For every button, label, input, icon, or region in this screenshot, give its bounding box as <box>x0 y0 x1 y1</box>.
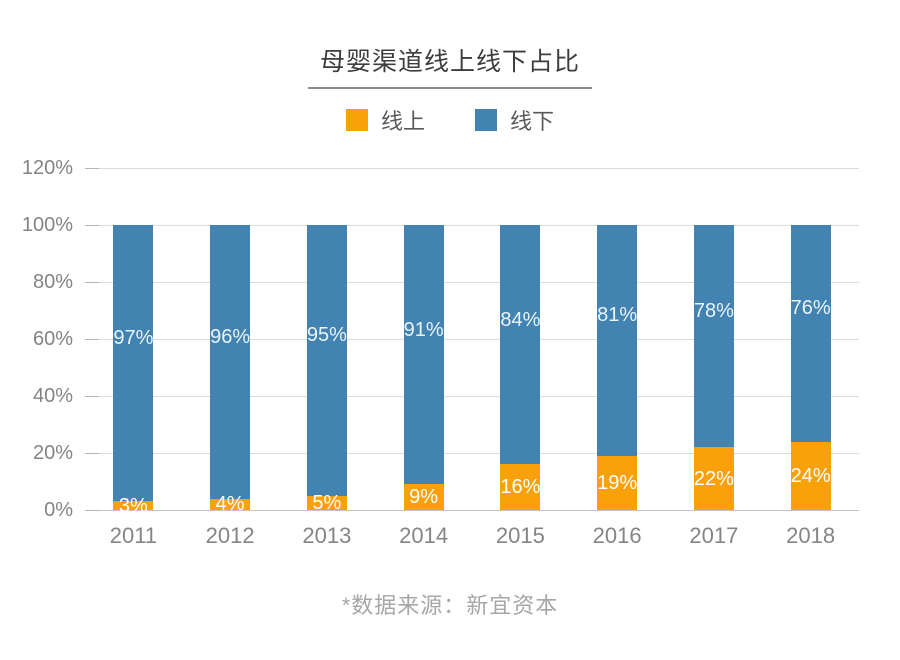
bar-segment-online <box>597 455 638 510</box>
bar-label-offline: 76% <box>790 297 831 320</box>
x-axis-label: 2011 <box>109 523 158 548</box>
legend-item: 线下 <box>475 104 554 136</box>
title-wrap: 母婴渠道线上线下占比 <box>0 42 900 89</box>
y-axis-tick <box>85 452 99 454</box>
y-axis-tick <box>85 338 99 340</box>
bar-segment-online <box>306 495 347 510</box>
bar-segment-online <box>790 441 831 510</box>
legend-swatch-icon <box>345 109 368 131</box>
y-axis-tick <box>85 167 99 169</box>
y-axis-label: 0% <box>44 499 73 521</box>
bar-segment-offline <box>210 225 251 499</box>
bar-segment-offline <box>790 225 831 442</box>
bar-label-offline: 84% <box>500 308 541 331</box>
gridline <box>85 281 859 283</box>
x-axis-label: 2014 <box>399 523 449 548</box>
bar-segment-online <box>693 447 734 510</box>
bar-segment-offline <box>403 225 444 485</box>
legend-label: 线上 <box>380 109 425 134</box>
gridline <box>85 509 859 511</box>
gridline <box>85 167 859 169</box>
bar-segment-online <box>500 464 541 510</box>
bar-segment-online <box>210 498 251 510</box>
y-axis-tick <box>85 509 99 511</box>
y-axis-label: 40% <box>32 385 73 407</box>
bar-label-online: 19% <box>597 471 638 494</box>
x-axis-label: 2015 <box>495 523 545 548</box>
bar-label-online: 9% <box>409 486 439 509</box>
x-axis-label: 2017 <box>689 523 739 548</box>
bar-label-online: 24% <box>790 464 831 487</box>
bar-label-online: 22% <box>693 467 734 490</box>
bar-label-online: 5% <box>312 491 342 514</box>
bar-segment-offline <box>113 225 154 502</box>
y-axis-label: 100% <box>21 214 73 236</box>
bar-label-offline: 91% <box>403 318 444 341</box>
bar-label-online: 16% <box>500 476 541 499</box>
plot-area: 0% 20% 40% 60% 80% 100% 120% 3% 97% 2011 4% 96% 2012… <box>22 157 859 548</box>
y-axis-tick <box>85 395 99 397</box>
y-axis-label: 20% <box>32 442 73 464</box>
bar-segment-offline <box>500 225 541 465</box>
x-axis-label: 2012 <box>205 523 255 548</box>
gridline <box>85 395 859 397</box>
legend-item: 线上 <box>345 104 425 136</box>
y-axis-label: 120% <box>21 157 73 179</box>
gridline <box>85 224 859 226</box>
legend-swatch-icon <box>475 109 497 131</box>
chart-title: 母婴渠道线上线下占比 <box>307 42 592 89</box>
bar-label-offline: 95% <box>306 324 347 347</box>
bar-label-online: 4% <box>215 493 245 516</box>
legend-label: 线下 <box>510 109 555 134</box>
gridline <box>85 452 859 454</box>
bar-label-offline: 78% <box>693 300 734 323</box>
legend: 线上 线下 <box>0 104 900 136</box>
data-source-note: *数据来源：新宜资本 <box>341 593 559 618</box>
bar-segment-online <box>113 501 154 510</box>
gridline <box>85 338 859 340</box>
x-axis-label: 2018 <box>786 523 836 548</box>
bar-segment-offline <box>693 225 734 448</box>
bar-segment-offline <box>597 225 638 456</box>
y-axis-tick <box>85 281 99 283</box>
bar-label-online: 3% <box>118 494 148 517</box>
bar-label-offline: 81% <box>597 304 638 327</box>
x-axis-label: 2013 <box>302 523 352 548</box>
y-axis-label: 60% <box>32 328 73 350</box>
y-axis-label: 80% <box>32 271 73 293</box>
bar-segment-online <box>403 484 444 510</box>
x-axis-label: 2016 <box>592 523 642 548</box>
bar-label-offline: 96% <box>210 325 251 348</box>
y-axis-tick <box>85 224 99 226</box>
bar-label-offline: 97% <box>113 327 154 350</box>
bar-segment-offline <box>306 225 347 496</box>
